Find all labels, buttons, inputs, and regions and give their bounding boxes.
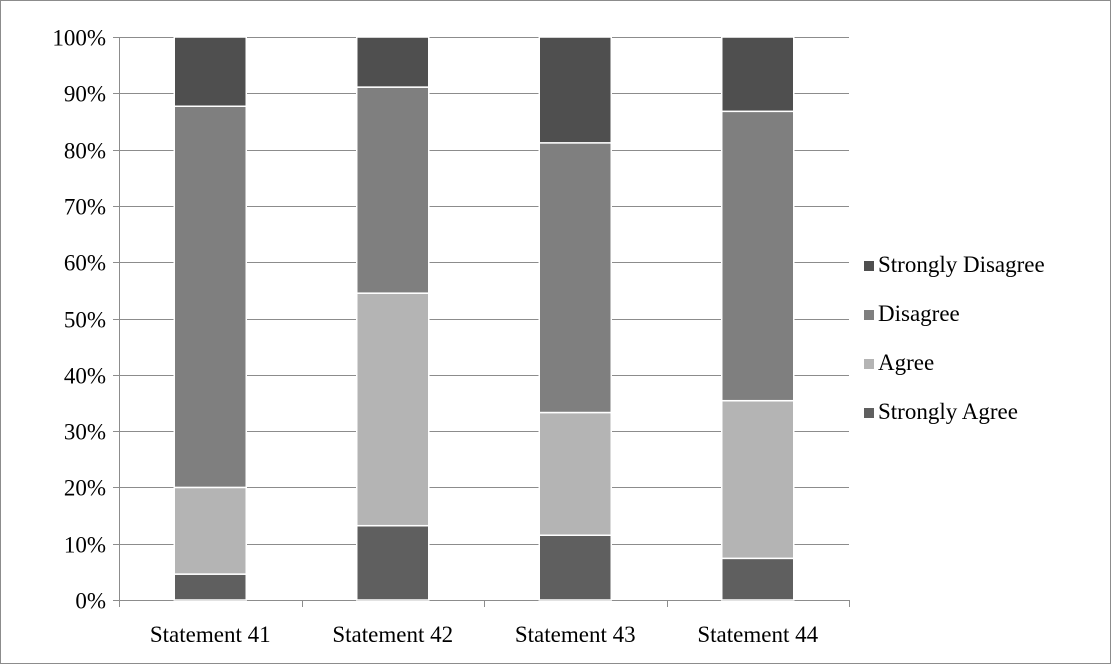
bar-segment (173, 36, 247, 107)
legend-swatch (864, 261, 874, 271)
legend-swatch (864, 359, 874, 369)
bar-segment (356, 292, 430, 527)
x-tick-label: Statement 43 (515, 622, 636, 647)
bar-segment (721, 110, 795, 402)
legend-label: Agree (878, 350, 934, 375)
bar-segment (721, 557, 795, 601)
legend-swatch (864, 310, 874, 320)
y-tick-label: 40% (64, 364, 106, 389)
y-tick-label: 20% (64, 476, 106, 501)
bar-segment (173, 573, 247, 601)
y-tick-label: 0% (75, 589, 106, 614)
bar-segment (538, 411, 612, 537)
legend-label: Strongly Disagree (878, 252, 1045, 277)
y-tick-label: 70% (64, 195, 106, 220)
legend-label: Strongly Agree (878, 399, 1018, 424)
x-tick-label: Statement 42 (332, 622, 453, 647)
y-tick-label: 80% (64, 139, 106, 164)
bar-segment (173, 105, 247, 489)
bar-segment (356, 524, 430, 601)
y-tick-label: 100% (52, 26, 106, 51)
bar-segment (356, 36, 430, 88)
x-tick-label: Statement 41 (150, 622, 271, 647)
bar-segment (538, 36, 612, 144)
y-tick-label: 10% (64, 533, 106, 558)
legend-label: Disagree (878, 301, 960, 326)
y-tick-label: 30% (64, 420, 106, 445)
y-tick-label: 60% (64, 251, 106, 276)
bar-segment (356, 86, 430, 294)
bar-segment (721, 36, 795, 113)
bar-segment (721, 399, 795, 560)
legend-swatch (864, 408, 874, 418)
x-tick-label: Statement 44 (697, 622, 818, 647)
bar-segment (538, 534, 612, 601)
y-tick-label: 50% (64, 308, 106, 333)
y-tick-label: 90% (64, 82, 106, 107)
bar-segment (538, 142, 612, 414)
bar-segment (173, 486, 247, 575)
